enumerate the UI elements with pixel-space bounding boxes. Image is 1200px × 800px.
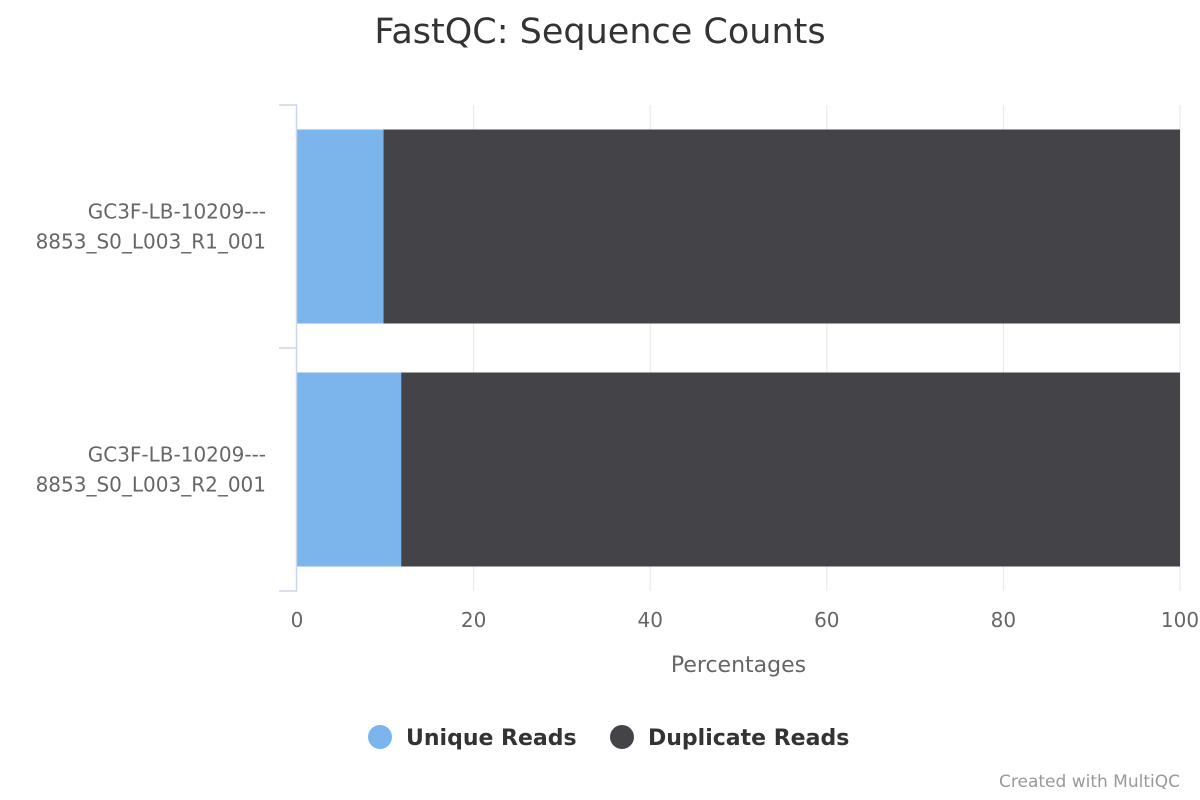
legend-item-duplicate-reads[interactable]: Duplicate Reads <box>610 725 849 751</box>
x-tick-label: 100 <box>1161 608 1199 632</box>
x-tick-label: 80 <box>991 608 1016 632</box>
x-tick-label: 20 <box>461 608 486 632</box>
legend-marker <box>610 725 634 749</box>
chart-title: FastQC: Sequence Counts <box>374 12 826 52</box>
legend-label: Duplicate Reads <box>648 726 849 751</box>
legend-label: Unique Reads <box>406 726 577 751</box>
y-category-label: GC3F-LB-10209---8853_S0_L003_R1_001 <box>36 200 266 254</box>
credit-text[interactable]: Created with MultiQC <box>999 772 1180 792</box>
x-tick-label: 0 <box>291 608 304 632</box>
legend-marker <box>368 725 392 749</box>
x-tick-label: 60 <box>814 608 839 632</box>
bar-duplicate-reads[interactable] <box>383 129 1180 324</box>
y-category-label: GC3F-LB-10209---8853_S0_L003_R2_001 <box>36 443 266 497</box>
x-axis-title: Percentages <box>671 653 806 678</box>
bar-group <box>297 129 1181 567</box>
axes: 0 20 40 60 80 100 GC3F-LB-10209---8853_S0_L003… <box>36 104 1199 678</box>
legend-item-unique-reads[interactable]: Unique Reads <box>368 725 577 751</box>
bar-unique-reads[interactable] <box>297 372 402 567</box>
x-tick-label: 40 <box>637 608 662 632</box>
bar-duplicate-reads[interactable] <box>401 372 1181 567</box>
legend: Unique Reads Duplicate Reads <box>368 725 849 751</box>
bar-unique-reads[interactable] <box>297 129 384 324</box>
